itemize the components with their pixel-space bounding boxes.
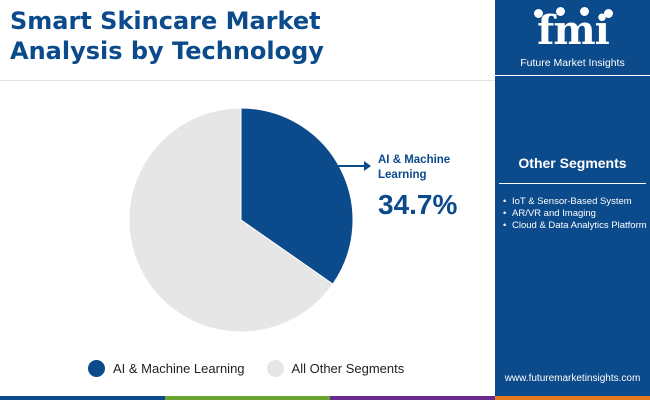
callout-label: AI & Machine Learning: [378, 154, 451, 181]
logo-letters: fmi: [537, 7, 610, 54]
legend-swatch-ai: [88, 359, 105, 377]
pie-slice-ai: [240, 107, 354, 285]
bullet-icon: •: [503, 196, 507, 207]
fmi-logo: fmi Future Market Insights: [495, 0, 650, 76]
bullet-icon: •: [503, 208, 507, 219]
header-divider: [0, 80, 495, 81]
pie-chart: [128, 107, 371, 333]
bottom-color-bar: [0, 396, 650, 400]
callout-value: 34.7%: [378, 189, 458, 220]
other-segments-title: Other Segments: [518, 155, 627, 171]
list-item: • IoT & Sensor-Based System: [503, 196, 648, 208]
page-title-line-1: Smart Skincare Market: [10, 7, 321, 35]
legend-item-other: All Other Segments: [266, 359, 405, 377]
website-link[interactable]: www.futuremarketinsights.com: [504, 373, 641, 384]
list-item: • AR/VR and Imaging: [503, 208, 648, 220]
bullet-icon: •: [503, 220, 507, 231]
sidebar-panel: fmi Future Market Insights Other Segment…: [495, 0, 650, 396]
list-item-label: AR/VR and Imaging: [512, 208, 596, 219]
chart-legend: AI & Machine Learning All Other Segments: [88, 358, 426, 378]
callout-arrowhead-icon: [364, 161, 371, 171]
other-segments-divider: [499, 183, 646, 184]
legend-label-ai: AI & Machine Learning: [113, 360, 245, 376]
list-item: • Cloud & Data Analytics Platform: [503, 220, 648, 232]
legend-swatch-other: [266, 359, 284, 377]
other-segments-list: • IoT & Sensor-Based System • AR/VR and …: [503, 196, 648, 232]
legend-label-other: All Other Segments: [291, 360, 405, 376]
pie-slice-other: [128, 107, 334, 333]
logo-caption: Future Market Insights: [520, 57, 625, 69]
page-title-line-2: Analysis by Technology: [10, 37, 324, 65]
list-item-label: Cloud & Data Analytics Platform: [512, 220, 647, 231]
legend-item-ai: AI & Machine Learning: [88, 359, 245, 377]
page-title: Smart Skincare Market Analysis by Techno…: [10, 6, 480, 66]
list-item-label: IoT & Sensor-Based System: [512, 196, 632, 207]
